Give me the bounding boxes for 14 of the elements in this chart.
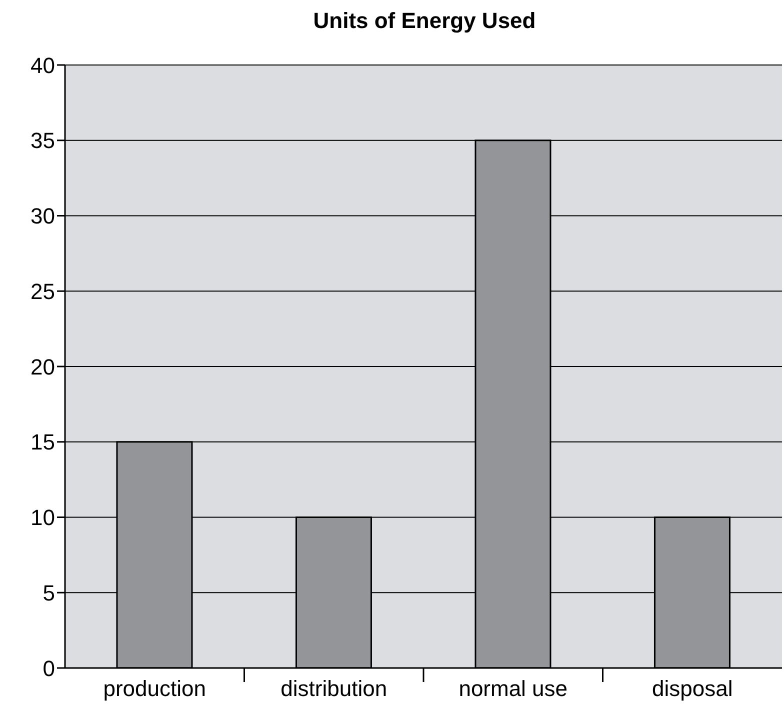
chart-title: Units of Energy Used [312,8,537,34]
x-tick-label: distribution [280,676,388,701]
x-tick-label: normal use [458,676,568,701]
y-tick-label: 20 [30,354,55,380]
y-tick-label: 35 [30,128,55,154]
y-tick-label: 15 [30,430,55,455]
y-tick-label: 5 [42,580,55,606]
y-tick-label: 0 [42,656,55,681]
y-tick-label: 25 [30,278,55,304]
y-tick-label: 30 [30,204,55,229]
y-tick-label: 40 [30,52,55,78]
x-tick-label: production [103,676,206,701]
y-tick-label: 10 [30,505,55,530]
x-tick-label: disposal [652,676,733,701]
